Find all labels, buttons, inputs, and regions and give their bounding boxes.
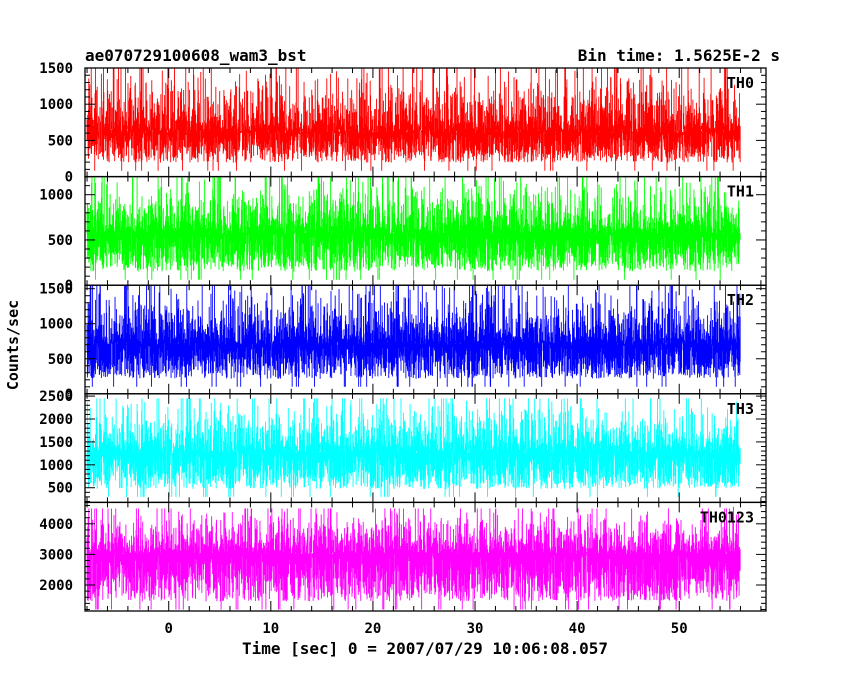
y-tick-label: 1500	[39, 435, 73, 451]
y-axis-label: Counts/sec	[4, 300, 22, 390]
panel-label: TH1	[727, 183, 754, 201]
y-tick-label: 1000	[39, 458, 73, 474]
series-th0123	[86, 506, 741, 610]
y-tick-label: 2500	[39, 389, 73, 405]
y-tick-label: 0	[65, 278, 73, 294]
y-tick-label: 1500	[39, 61, 73, 77]
y-tick-label: 0	[65, 387, 73, 403]
y-tick-label: 500	[48, 133, 73, 149]
y-tick-label: 2000	[39, 412, 73, 428]
x-tick-label: 40	[569, 621, 586, 637]
panel-th0123: 2000 3000 4000 TH0123	[39, 501, 767, 612]
y-tick-label: 1000	[39, 188, 73, 204]
panel-th2: 0 500 1000 1500 TH2	[39, 282, 767, 403]
y-tick-label: 3000	[39, 547, 73, 563]
y-tick-label: 500	[48, 233, 73, 249]
series-th2	[86, 285, 741, 387]
panel-th0: 0 500 1000 1500 TH0	[39, 61, 767, 186]
y-tick-label: 0	[65, 170, 73, 186]
panel-label: TH0123	[700, 508, 754, 526]
y-tick-label: 4000	[39, 517, 73, 533]
panel-label: TH0	[727, 74, 754, 92]
series-th3	[86, 398, 741, 497]
y-tick-label: 1000	[39, 317, 73, 333]
panel-label: TH3	[727, 400, 754, 418]
panel-th1: 0 500 1000 TH1	[39, 175, 767, 294]
y-tick-label: 500	[48, 352, 73, 368]
x-axis-label: Time [sec] 0 = 2007/07/29 10:06:08.057	[242, 639, 608, 658]
y-tick-label: 2000	[39, 578, 73, 594]
panel-frame	[84, 501, 767, 612]
x-tick-label: 10	[262, 621, 279, 637]
chart-title-left: ae070729100608_wam3_bst	[85, 46, 307, 65]
y-tick-label: 1000	[39, 97, 73, 113]
chart-title-right: Bin time: 1.5625E-2 s	[578, 46, 780, 65]
x-tick-label: 50	[671, 621, 688, 637]
x-tick-label: 20	[364, 621, 381, 637]
series-th0	[86, 68, 741, 171]
series-th1	[86, 176, 741, 280]
x-tick-label: 0	[165, 621, 173, 637]
x-tick-label: 30	[467, 621, 484, 637]
y-tick-label: 500	[48, 481, 73, 497]
panel-label: TH2	[727, 291, 754, 309]
panel-th3: 500 1000 1500 2000 2500 TH3	[39, 389, 767, 504]
y-tick-label: 1500	[39, 282, 73, 298]
